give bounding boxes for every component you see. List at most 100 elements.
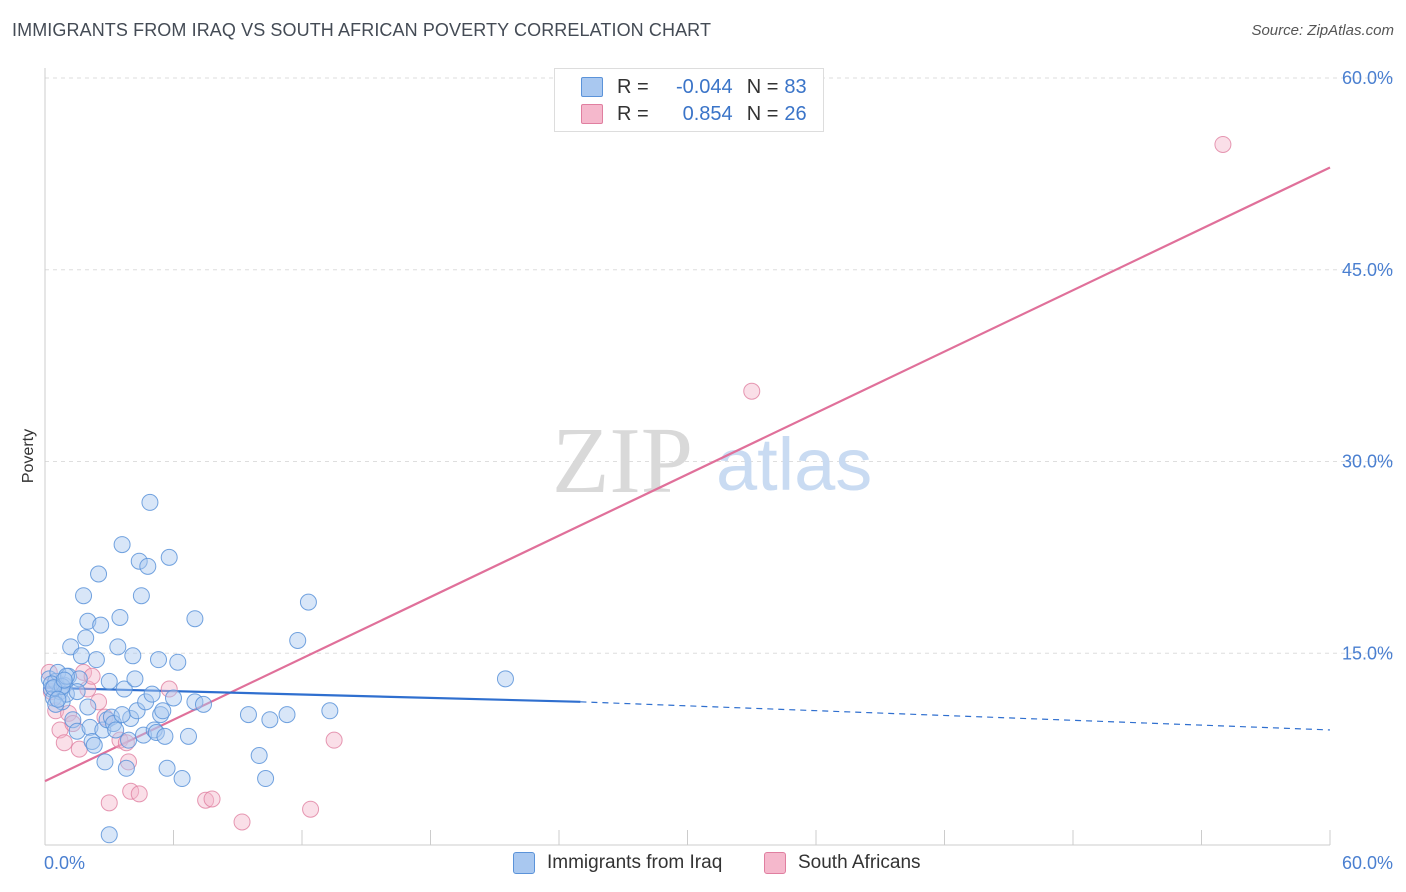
point-immigrants-from-iraq (90, 565, 108, 583)
legend-label-iraq: Immigrants from Iraq (547, 852, 723, 873)
legend-row-iraq: R = -0.044 N = 83 (581, 75, 807, 99)
trend-lines (44, 166, 1331, 783)
y-tick-label: 30.0% (1342, 452, 1393, 472)
point-south-africans (96, 708, 114, 726)
point-immigrants-from-iraq (117, 759, 135, 777)
legend-r-label: R = (617, 102, 649, 125)
point-immigrants-from-iraq (92, 616, 110, 634)
trend-line-south-africans (44, 166, 1331, 783)
legend-item-south-africans[interactable]: South Africans (764, 852, 921, 874)
point-immigrants-from-iraq (141, 493, 159, 511)
point-immigrants-from-iraq (55, 671, 73, 689)
point-south-africans (197, 791, 215, 809)
grid-lines (45, 77, 1395, 654)
point-south-africans (120, 753, 138, 771)
x-tick-label: 0.0% (44, 853, 85, 873)
point-immigrants-from-iraq (496, 670, 514, 688)
point-immigrants-from-iraq (257, 770, 275, 788)
legend-r-value: -0.044 (675, 75, 733, 98)
point-immigrants-from-iraq (87, 651, 105, 669)
point-immigrants-from-iraq (147, 724, 165, 742)
point-immigrants-from-iraq (53, 677, 71, 695)
point-immigrants-from-iraq (81, 718, 99, 736)
point-immigrants-from-iraq (289, 631, 307, 649)
point-immigrants-from-iraq (154, 702, 172, 720)
point-south-africans (83, 667, 101, 685)
legend-n-label: N = (746, 75, 779, 98)
point-immigrants-from-iraq (85, 736, 103, 754)
point-immigrants-from-iraq (120, 731, 138, 749)
y-tick-label: 15.0% (1342, 643, 1393, 663)
point-immigrants-from-iraq (72, 647, 90, 665)
point-immigrants-from-iraq (75, 587, 93, 605)
y-axis-label: Poverty (20, 429, 37, 483)
point-immigrants-from-iraq (94, 721, 112, 739)
point-immigrants-from-iraq (239, 706, 257, 724)
point-immigrants-from-iraq (299, 593, 317, 611)
point-immigrants-from-iraq (278, 706, 296, 724)
legend-swatch-pink (581, 104, 603, 124)
legend-n-label: N = (746, 102, 779, 125)
y-tick-label: 60.0% (1342, 68, 1393, 88)
watermark-zip: ZIP (552, 409, 693, 513)
watermark-atlas: atlas (716, 423, 872, 506)
point-immigrants-from-iraq (158, 759, 176, 777)
point-immigrants-from-iraq (145, 721, 163, 739)
series-legend: Immigrants from Iraq South Africans (0, 852, 1406, 878)
point-immigrants-from-iraq (132, 587, 150, 605)
watermark: ZIP atlas (552, 409, 872, 513)
point-immigrants-from-iraq (111, 608, 129, 626)
point-immigrants-from-iraq (49, 690, 67, 708)
series-immigrants-from-iraq (40, 493, 514, 844)
legend-label-south-africans: South Africans (798, 852, 921, 873)
legend-item-iraq[interactable]: Immigrants from Iraq (513, 852, 722, 874)
point-south-africans (130, 785, 148, 803)
point-immigrants-from-iraq (68, 683, 86, 701)
point-immigrants-from-iraq (79, 612, 97, 630)
point-immigrants-from-iraq (130, 552, 148, 570)
legend-swatch-blue (581, 77, 603, 97)
point-south-africans (233, 813, 251, 831)
trend-line-iraq (44, 686, 581, 703)
legend-n-value: 83 (784, 75, 807, 98)
point-immigrants-from-iraq (173, 770, 191, 788)
legend-swatch-blue (513, 852, 535, 874)
point-south-africans (302, 800, 320, 818)
point-immigrants-from-iraq (156, 727, 174, 745)
chart-title: IMMIGRANTS FROM IRAQ VS SOUTH AFRICAN PO… (12, 20, 712, 40)
point-immigrants-from-iraq (113, 536, 131, 554)
point-immigrants-from-iraq (261, 711, 279, 729)
point-south-africans (203, 790, 221, 808)
point-immigrants-from-iraq (135, 726, 153, 744)
point-immigrants-from-iraq (143, 685, 161, 703)
point-immigrants-from-iraq (150, 651, 168, 669)
point-immigrants-from-iraq (68, 722, 86, 740)
point-immigrants-from-iraq (160, 548, 178, 566)
axes (44, 68, 1331, 846)
legend-r-value: 0.854 (682, 102, 733, 125)
legend-swatch-pink (764, 852, 786, 874)
x-tick-label: 60.0% (1342, 853, 1393, 873)
point-immigrants-from-iraq (186, 610, 204, 628)
point-immigrants-from-iraq (109, 638, 127, 656)
point-south-africans (160, 680, 178, 698)
y-tick-label: 45.0% (1342, 260, 1393, 280)
point-immigrants-from-iraq (115, 680, 133, 698)
point-immigrants-from-iraq (70, 670, 88, 688)
point-immigrants-from-iraq (107, 721, 125, 739)
point-immigrants-from-iraq (77, 629, 95, 647)
point-south-africans (100, 794, 118, 812)
point-immigrants-from-iraq (165, 689, 182, 707)
tick-labels: 15.0% 30.0% 45.0% 60.0% 0.0% 60.0% (44, 68, 1393, 873)
point-south-africans (64, 715, 82, 733)
source-label: Source: ZipAtlas.com (1251, 22, 1394, 39)
point-immigrants-from-iraq (126, 670, 144, 688)
point-immigrants-from-iraq (79, 698, 97, 716)
point-immigrants-from-iraq (250, 747, 268, 765)
legend-n-value: 26 (784, 102, 807, 125)
point-south-africans (90, 693, 108, 711)
point-immigrants-from-iraq (102, 708, 120, 726)
point-immigrants-from-iraq (124, 647, 142, 665)
trend-line-iraq-extension (580, 701, 1331, 731)
